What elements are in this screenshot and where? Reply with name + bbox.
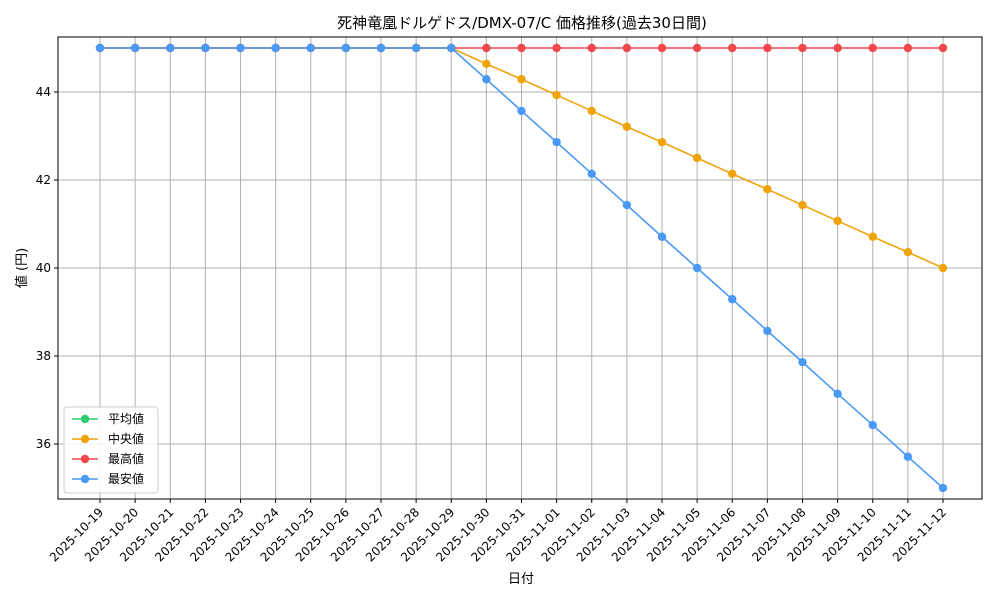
data-point bbox=[622, 43, 632, 53]
y-axis-ticks: 36 38 40 42 44 bbox=[36, 85, 58, 451]
data-point bbox=[552, 137, 561, 147]
data-point bbox=[622, 200, 632, 210]
data-point bbox=[903, 452, 913, 461]
data-point bbox=[938, 483, 948, 493]
data-point bbox=[587, 43, 596, 53]
data-point bbox=[657, 43, 667, 53]
legend-box bbox=[63, 406, 159, 494]
y-tick-label: 40 bbox=[36, 261, 51, 275]
data-point bbox=[763, 326, 772, 336]
data-point bbox=[692, 43, 702, 53]
data-point bbox=[798, 43, 807, 53]
legend-marker bbox=[80, 454, 90, 464]
data-point bbox=[517, 75, 526, 84]
data-point bbox=[306, 43, 315, 53]
data-point bbox=[341, 43, 351, 53]
chart-title: 死神竜凰ドルゲドス/DMX-07/C 価格推移(過去30日間) bbox=[337, 14, 707, 32]
data-point bbox=[657, 232, 667, 241]
data-point bbox=[868, 43, 877, 53]
data-point bbox=[482, 75, 491, 84]
data-point bbox=[938, 43, 948, 53]
y-axis-label: 値 (円) bbox=[14, 248, 30, 288]
data-point bbox=[833, 43, 842, 53]
data-point bbox=[482, 59, 491, 69]
legend-label: 平均値 bbox=[108, 411, 144, 426]
y-tick-label: 44 bbox=[36, 85, 51, 99]
data-point bbox=[657, 137, 667, 147]
y-tick-label: 36 bbox=[36, 437, 51, 451]
data-point bbox=[833, 216, 842, 226]
plot-frame bbox=[57, 36, 983, 500]
data-point bbox=[798, 357, 807, 367]
data-point bbox=[728, 43, 737, 53]
data-point bbox=[728, 169, 737, 179]
data-point bbox=[95, 43, 105, 53]
series-4 bbox=[95, 43, 948, 493]
grid bbox=[58, 37, 982, 499]
legend-item: 中央値 bbox=[72, 431, 144, 446]
data-point bbox=[201, 43, 210, 53]
data-point bbox=[447, 43, 456, 53]
legend-marker bbox=[80, 434, 90, 444]
legend-item: 最高値 bbox=[72, 451, 144, 466]
data-point bbox=[763, 43, 772, 53]
data-point bbox=[517, 106, 526, 116]
data-point bbox=[868, 420, 877, 430]
legend-marker bbox=[80, 474, 90, 484]
data-point bbox=[517, 43, 526, 53]
data-point bbox=[763, 185, 772, 194]
data-point bbox=[903, 247, 913, 257]
legend-label: 最安値 bbox=[108, 471, 144, 486]
x-axis-label: 日付 bbox=[508, 572, 534, 587]
data-point bbox=[833, 389, 842, 399]
data-point bbox=[692, 153, 702, 163]
y-tick-label: 42 bbox=[36, 173, 51, 187]
legend-item: 最安値 bbox=[72, 471, 144, 486]
data-point bbox=[692, 263, 702, 273]
data-point bbox=[622, 122, 632, 131]
data-point bbox=[236, 43, 245, 53]
data-point bbox=[552, 90, 561, 100]
data-point bbox=[376, 43, 386, 53]
data-point bbox=[587, 169, 596, 179]
data-point bbox=[130, 43, 140, 53]
data-point bbox=[938, 263, 948, 273]
y-tick-label: 38 bbox=[36, 349, 51, 363]
data-point bbox=[482, 43, 491, 53]
data-point bbox=[271, 43, 280, 53]
data-point bbox=[587, 106, 596, 116]
data-point bbox=[728, 295, 737, 304]
data-point bbox=[798, 200, 807, 210]
x-axis-ticks: 2025-10-192025-10-202025-10-212025-10-22… bbox=[47, 499, 949, 564]
legend-item: 平均値 bbox=[72, 411, 144, 426]
data-point bbox=[552, 43, 561, 53]
data-point bbox=[166, 43, 175, 53]
data-point bbox=[868, 232, 877, 241]
data-point bbox=[411, 43, 421, 53]
series-group bbox=[95, 43, 948, 493]
legend-label: 中央値 bbox=[108, 431, 144, 446]
data-point bbox=[903, 43, 913, 53]
legend-label: 最高値 bbox=[108, 451, 144, 466]
legend-marker bbox=[80, 414, 90, 424]
